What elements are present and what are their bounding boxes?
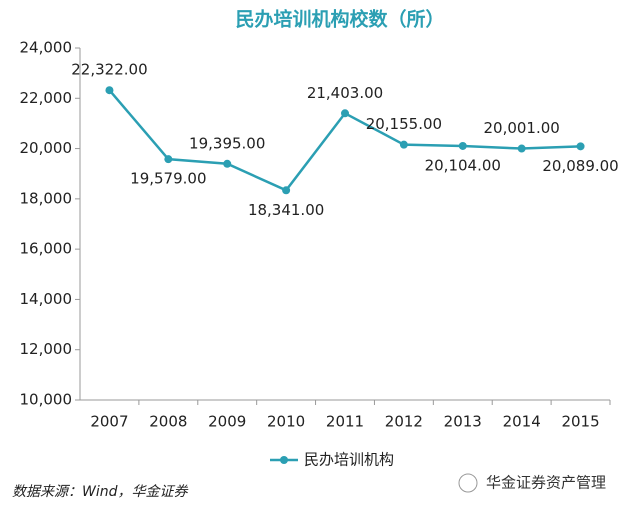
watermark-icon <box>458 473 478 493</box>
x-tick-label: 2010 <box>267 413 305 431</box>
point <box>458 141 467 150</box>
y-tick-label: 10,000 <box>20 391 73 409</box>
x-tick-label: 2009 <box>208 413 246 431</box>
x-tick-label: 2012 <box>385 413 423 431</box>
data-label: 21,403.00 <box>307 84 383 102</box>
x-tick-label: 2013 <box>444 413 482 431</box>
y-tick-label: 22,000 <box>20 89 73 107</box>
data-label: 20,089.00 <box>542 157 618 175</box>
point <box>399 140 408 149</box>
data-label: 22,322.00 <box>71 61 147 79</box>
data-label: 20,001.00 <box>483 119 559 137</box>
x-tick-label: 2011 <box>326 413 364 431</box>
y-tick-label: 12,000 <box>20 340 73 358</box>
legend-label: 民办培训机构 <box>304 451 394 469</box>
point <box>341 109 349 118</box>
x-tick-label: 2014 <box>503 413 541 431</box>
data-label: 20,104.00 <box>425 156 501 174</box>
x-tick-label: 2007 <box>90 413 128 431</box>
point <box>164 155 173 164</box>
point <box>517 144 526 153</box>
x-tick-label: 2015 <box>561 413 599 431</box>
x-tick-label: 2008 <box>149 413 187 431</box>
y-tick-label: 24,000 <box>20 39 73 57</box>
legend-marker <box>280 456 288 464</box>
point <box>105 86 114 95</box>
chart-title: 民办培训机构校数（所） <box>235 8 444 31</box>
point <box>223 159 232 168</box>
point <box>282 186 291 195</box>
data-label: 19,579.00 <box>130 170 206 188</box>
y-tick-label: 14,000 <box>20 290 73 308</box>
y-tick-label: 16,000 <box>20 240 73 258</box>
data-label: 18,341.00 <box>248 201 324 219</box>
y-tick-label: 18,000 <box>20 189 73 207</box>
watermark: 华金证券资产管理 <box>486 474 606 492</box>
source: 数据来源：Wind，华金证券 <box>12 484 188 500</box>
point <box>576 142 585 151</box>
data-label: 19,395.00 <box>189 134 265 152</box>
data-label: 20,155.00 <box>366 115 442 133</box>
y-tick-label: 20,000 <box>20 139 73 157</box>
